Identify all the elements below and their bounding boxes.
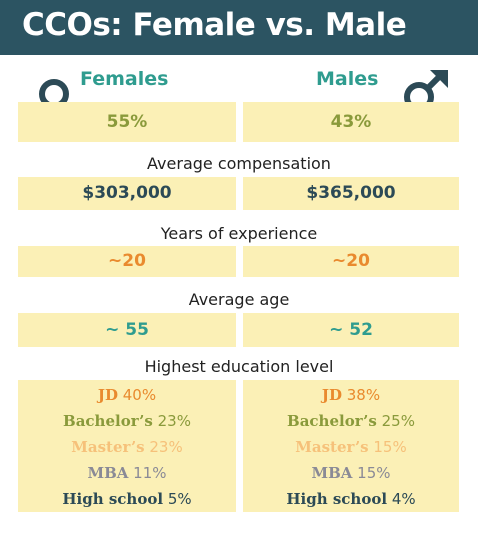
female-edu-name: High school — [62, 490, 164, 508]
female-edu-pct: 23% — [149, 438, 183, 456]
male-edu-name: MBA — [311, 464, 353, 482]
female-edu-row-bachelors: Bachelor’s 23% — [18, 412, 236, 430]
female-edu-name: Master’s — [71, 438, 145, 456]
female-edu-pct: 11% — [133, 464, 167, 482]
female-compensation-value: $303,000 — [82, 183, 172, 203]
male-experience-box: ~20 — [243, 246, 459, 277]
male-compensation-box: $365,000 — [243, 177, 459, 210]
male-edu-row-jd: JD 38% — [243, 386, 459, 404]
male-edu-name: JD — [321, 386, 342, 404]
male-edu-row-masters: Master’s 15% — [243, 438, 459, 456]
female-edu-pct: 23% — [157, 412, 191, 430]
female-share-box: 55% — [18, 102, 236, 142]
female-edu-row-jd: JD 40% — [18, 386, 236, 404]
male-edu-row-high-school: High school 4% — [243, 490, 459, 508]
male-heading: Males — [316, 68, 379, 90]
age-label: Average age — [188, 290, 290, 309]
female-edu-row-high-school: High school 5% — [18, 490, 236, 508]
male-share-box: 43% — [243, 102, 459, 142]
female-edu-pct: 40% — [122, 386, 157, 404]
male-share-value: 43% — [330, 112, 372, 132]
female-experience-box: ~20 — [18, 246, 236, 277]
female-education-box: JD 40% Bachelor’s 23% Master’s 23% MBA 1… — [18, 380, 236, 512]
male-edu-name: Master’s — [295, 438, 369, 456]
compensation-label: Average compensation — [147, 154, 331, 173]
male-education-box: JD 38% Bachelor’s 25% Master’s 15% MBA 1… — [243, 380, 459, 512]
female-experience-value: ~20 — [108, 251, 146, 271]
female-edu-name: Bachelor’s — [63, 412, 153, 430]
female-edu-row-mba: MBA 11% — [18, 464, 236, 482]
title-bar: CCOs: Female vs. Male — [0, 0, 478, 55]
male-edu-pct: 38% — [346, 386, 381, 404]
female-edu-name: MBA — [87, 464, 129, 482]
male-edu-row-bachelors: Bachelor’s 25% — [243, 412, 459, 430]
male-edu-name: Bachelor’s — [287, 412, 377, 430]
male-age-box: ~ 52 — [243, 313, 459, 347]
male-edu-pct: 15% — [357, 464, 391, 482]
male-edu-row-mba: MBA 15% — [243, 464, 459, 482]
male-compensation-value: $365,000 — [306, 183, 396, 203]
experience-label: Years of experience — [160, 224, 318, 243]
male-edu-pct: 4% — [391, 490, 416, 508]
female-heading: Females — [80, 68, 169, 90]
female-edu-pct: 5% — [167, 490, 192, 508]
male-edu-pct: 15% — [373, 438, 407, 456]
page-title: CCOs: Female vs. Male — [22, 7, 407, 43]
female-compensation-box: $303,000 — [18, 177, 236, 210]
male-edu-name: High school — [286, 490, 388, 508]
female-age-box: ~ 55 — [18, 313, 236, 347]
female-edu-name: JD — [97, 386, 118, 404]
education-label: Highest education level — [144, 357, 334, 376]
female-share-value: 55% — [106, 112, 148, 132]
male-edu-pct: 25% — [381, 412, 415, 430]
male-experience-value: ~20 — [332, 251, 370, 271]
female-edu-row-masters: Master’s 23% — [18, 438, 236, 456]
male-age-value: ~ 52 — [329, 320, 373, 340]
female-age-value: ~ 55 — [105, 320, 149, 340]
